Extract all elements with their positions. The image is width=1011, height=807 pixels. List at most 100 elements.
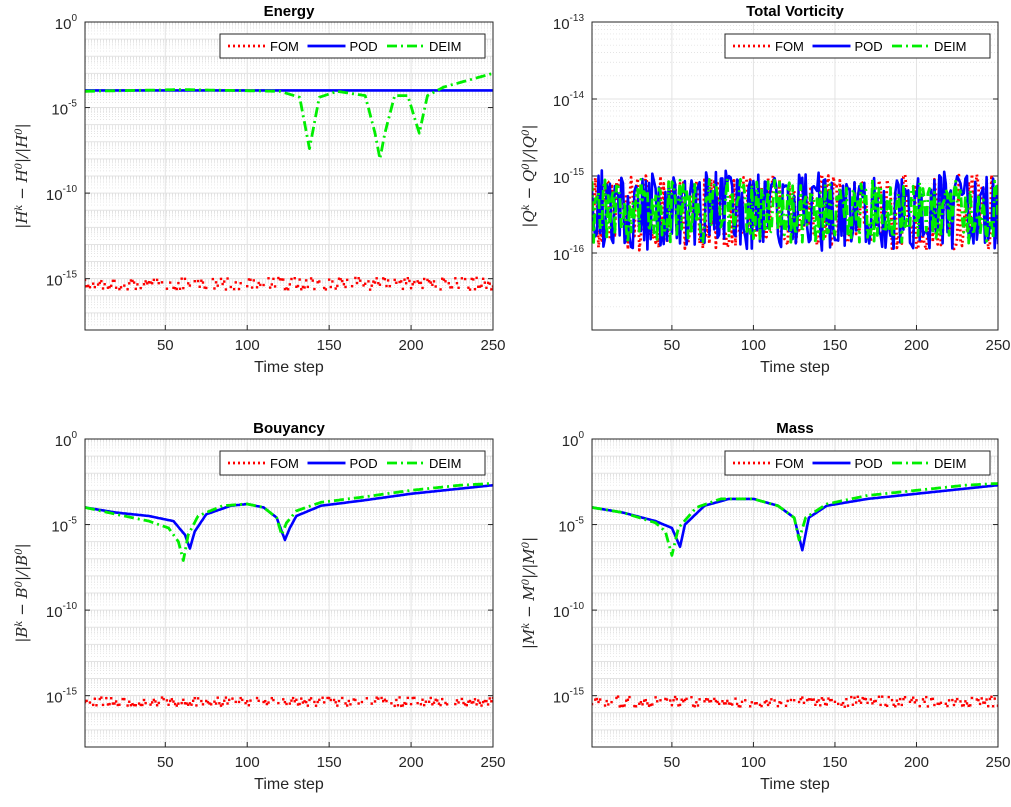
bouyancy-fom-point	[298, 702, 301, 706]
bouyancy-fom-point	[309, 697, 313, 700]
energy-fom-point	[431, 283, 434, 287]
bouyancy-fom-point	[288, 702, 292, 705]
bouyancy-fom-point	[373, 700, 377, 703]
energy-fom-point	[250, 286, 254, 289]
energy-fom-point	[110, 284, 113, 288]
bouyancy-ytick-label: 10-10	[46, 601, 78, 621]
energy-fom-point	[406, 277, 409, 280]
mass-fom-point	[633, 704, 636, 708]
mass-fom-point	[607, 703, 610, 706]
energy-fom-point	[450, 286, 454, 289]
bouyancy-axes-box	[84, 438, 494, 748]
mass-fom-point	[975, 698, 979, 701]
energy-fom-point	[172, 286, 175, 290]
mass-fom-point	[682, 700, 685, 703]
energy-fom-point	[234, 281, 237, 284]
energy-fom-point	[286, 288, 290, 291]
mass-fom-point	[931, 697, 934, 701]
mass-fom-point	[765, 699, 768, 703]
mass-fom-point	[982, 701, 985, 704]
mass-fom-point	[822, 698, 825, 702]
energy-fom-point	[214, 281, 218, 284]
total-vorticity-panel: 10-16 10-15 10-14 10-13 50 100 150 200 250 Time s…	[520, 3, 1011, 376]
bouyancy-fom-point	[472, 701, 475, 704]
mass-xlabel: Time step	[760, 776, 830, 793]
bouyancy-xtick-label: 250	[480, 754, 505, 771]
energy-fom-point	[336, 284, 339, 288]
energy-fom-point	[393, 278, 396, 282]
mass-fom-point	[828, 698, 832, 702]
mass-fom-point	[921, 698, 925, 701]
bouyancy-fom-point	[400, 704, 403, 708]
bouyancy-fom-point	[193, 696, 196, 700]
energy-fom-point	[477, 285, 480, 288]
bouyancy-fom-point	[247, 704, 251, 707]
bouyancy-fom-point	[206, 701, 210, 704]
bouyancy-fom-point	[264, 699, 267, 703]
bouyancy-fom-point	[488, 697, 491, 700]
energy-fom-point	[395, 281, 398, 284]
mass-fom-point	[766, 703, 770, 707]
bouyancy-fom-point	[431, 703, 434, 706]
energy-fom-point	[96, 283, 100, 286]
mass-fom-point	[894, 705, 897, 708]
mass-fom-point	[912, 696, 915, 699]
energy-xtick-label: 150	[317, 337, 342, 354]
energy-fom-point	[196, 279, 200, 283]
energy-fom-point	[160, 281, 164, 284]
energy-fom-point	[246, 285, 249, 288]
bouyancy-fom-point	[327, 696, 331, 700]
bouyancy-fom-point	[131, 703, 134, 706]
energy-fom-point	[277, 276, 280, 280]
energy-fom-point	[177, 281, 180, 285]
bouyancy-fom-point	[441, 697, 444, 701]
energy-fom-point	[370, 284, 373, 287]
mass-fom-point	[778, 701, 781, 704]
energy-legend-label-pod: POD	[350, 39, 378, 54]
energy-fom-point	[439, 288, 442, 291]
mass-fom-point	[698, 698, 701, 701]
bouyancy-fom-point	[295, 698, 298, 702]
bouyancy-fom-point	[347, 699, 351, 703]
bouyancy-fom-point	[85, 699, 88, 703]
bouyancy-fom-point	[219, 704, 223, 707]
bouyancy-xtick-label: 100	[235, 754, 260, 771]
mass-fom-point	[758, 703, 762, 707]
mass-fom-point	[713, 697, 716, 701]
mass-fom-point	[837, 702, 840, 706]
bouyancy-fom-point	[149, 703, 152, 706]
mass-fom-point	[806, 698, 809, 702]
mass-fom-point	[897, 703, 900, 706]
bouyancy-fom-point	[224, 696, 228, 699]
bouyancy-fom-point	[465, 704, 468, 707]
bouyancy-fom-point	[249, 699, 252, 702]
mass-fom-point	[726, 699, 729, 703]
bouyancy-legend-label-fom: FOM	[270, 456, 299, 471]
bouyancy-legend: FOM POD DEIM	[219, 450, 486, 476]
mass-fom-point	[654, 696, 657, 699]
bouyancy-ytick-label: 10-15	[46, 687, 78, 707]
mass-fom-point	[926, 705, 930, 708]
energy-fom-point	[211, 277, 215, 281]
total-vorticity-ytick-label: 10-13	[553, 13, 585, 33]
bouyancy-fom-point	[334, 701, 337, 704]
bouyancy-fom-point	[154, 700, 157, 703]
total-vorticity-title: Total Vorticity	[746, 3, 844, 20]
mass-fom-point	[753, 702, 757, 705]
energy-series-group	[85, 71, 493, 291]
mass-fom-point	[789, 698, 793, 702]
bouyancy-fom-point	[336, 704, 339, 707]
mass-fom-point	[874, 699, 877, 703]
energy-fom-point	[182, 286, 185, 290]
bouyancy-fom-point	[326, 696, 329, 700]
total-vorticity-ytick-label: 10-15	[553, 167, 585, 187]
energy-fom-point	[386, 279, 390, 282]
bouyancy-fom-point	[380, 696, 383, 700]
bouyancy-fom-point	[114, 700, 118, 703]
mass-fom-point	[709, 699, 713, 703]
bouyancy-fom-point	[167, 703, 170, 706]
energy-ylabel: |Hk − H0|/|H0|	[13, 123, 31, 228]
bouyancy-fom-point	[270, 696, 273, 700]
energy-fom-point	[100, 279, 103, 283]
mass-fom-point	[895, 699, 899, 702]
